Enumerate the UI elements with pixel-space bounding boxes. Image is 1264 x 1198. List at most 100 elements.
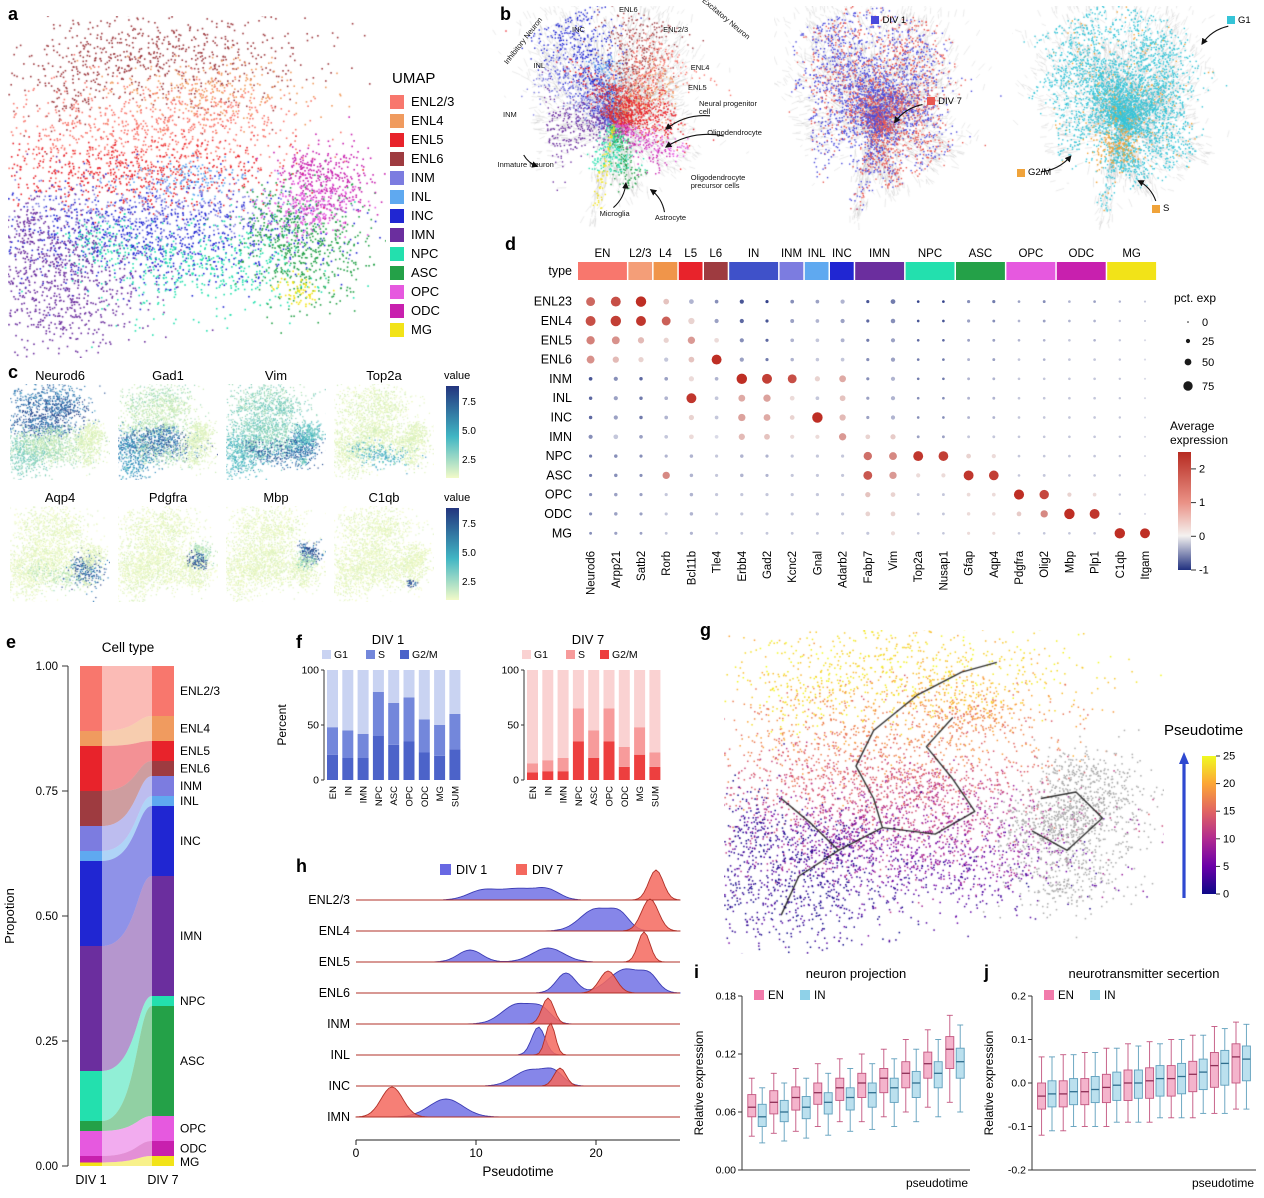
gene-axis-label: Gnal [812, 551, 824, 575]
graph-annotation: INC [572, 25, 585, 35]
legend-swatch [390, 284, 404, 299]
gene-axis-label: Plp1 [1090, 551, 1102, 574]
boxplot-ytick: -0.2 [1008, 1165, 1026, 1177]
legend-swatch [390, 132, 404, 147]
dotplot-row-label: ODC [544, 507, 572, 521]
legend-swatch [390, 303, 404, 318]
cycle-xtick: MG [435, 786, 446, 801]
cycle-ytick: 50 [307, 720, 319, 732]
alluvial-celltype-label: ENL4 [180, 722, 210, 736]
ridge-row-label: INM [327, 1017, 350, 1031]
feature-plot-canvas [10, 384, 110, 480]
graph-annotation: Inmature Neuron [497, 159, 554, 169]
feature-plot-canvas [118, 506, 218, 602]
umap-legend-items: ENL2/3 ENL4 ENL5 ENL6 INM INL INC IMN NPC ASC OPC O… [390, 92, 454, 339]
legend-swatch [390, 113, 404, 128]
legend-label: DIV 7 [938, 95, 962, 107]
feature-plot-title: Vim [264, 368, 288, 383]
feature-plot-title: Neurod6 [35, 368, 85, 383]
type-group-label: IMN [869, 248, 890, 260]
cycle-xtick: NPC [374, 786, 385, 806]
legend-swatch [871, 16, 880, 25]
dotplot-row-label: INC [550, 411, 572, 425]
boxplot-legend-swatch [1090, 990, 1100, 1000]
boxplot-ytick: 0.1 [1011, 1034, 1026, 1046]
value-colorbar [446, 386, 459, 478]
gene-axis-label: Adarb2 [838, 551, 850, 588]
inline-legend-chip: DIV 7 [927, 96, 962, 107]
umap-celltype-canvas [8, 16, 386, 358]
ridge-legend-label: DIV 1 [456, 863, 487, 877]
boxplot-ytick: 0.0 [1011, 1078, 1026, 1090]
umap-legend-item: OPC [390, 282, 454, 301]
graph-annotation: Neural progenitor cell [699, 99, 757, 117]
cycle-xtick: OPC [405, 786, 416, 807]
cycle-legend-swatch [566, 650, 575, 659]
type-group-label: IN [748, 248, 760, 260]
feature-plot-canvas [118, 384, 218, 480]
boxplot-ytick: 0.00 [716, 1165, 737, 1177]
legend-swatch [390, 208, 404, 223]
graph-annotation: ENL6 [618, 5, 638, 14]
boxplot-ytick: 0.06 [716, 1107, 737, 1119]
boxplot-legend-label: EN [1058, 990, 1074, 1002]
type-group-label: INM [781, 248, 802, 260]
panel-b: b Inhibitory Neuron INC INL INM ENL6 ENL2/3 Ex… [478, 0, 1264, 234]
legend-swatch [390, 94, 404, 109]
alluvial-ytick: 0.75 [36, 786, 58, 798]
ridge-row-label: ENL6 [319, 986, 350, 1000]
cycle-xtick: IN [543, 786, 554, 796]
legend-label: G1 [1238, 14, 1251, 26]
cycle-legend-swatch [366, 650, 375, 659]
expr-colorbar [1178, 452, 1191, 570]
ridge-legend-swatch [516, 864, 527, 875]
legend-label: G2/M [1028, 167, 1052, 179]
alluvial-celltype-label: ODC [180, 1142, 207, 1156]
ridge-row-label: INL [331, 1048, 351, 1062]
value-colorbar-tick: 7.5 [462, 396, 476, 408]
legend-label: ASC [411, 265, 438, 280]
ridge-row-label: ENL2/3 [308, 893, 350, 907]
dotplot-row-label: ENL23 [534, 295, 572, 309]
cycle-xtick: IMN [359, 786, 370, 804]
type-group-block [956, 262, 1005, 280]
cycle-xtick: IMN [559, 786, 570, 804]
panel-h-label: h [296, 856, 307, 876]
cycle-xtick: OPC [605, 786, 616, 807]
legend-label: ENL6 [411, 151, 444, 166]
gene-axis-label: Fabp7 [863, 551, 875, 584]
inline-legend-chip: G1 [1227, 15, 1251, 26]
pct-legend-tick: 50 [1202, 357, 1214, 369]
cycle-ylabel: Percent [275, 704, 289, 746]
type-group-block [578, 262, 627, 280]
expr-colorbar-tick: 0 [1199, 531, 1205, 543]
gene-axis-label: Satb2 [636, 551, 648, 581]
panel-j-label: j [984, 962, 990, 982]
type-axis-label: type [548, 264, 572, 278]
panel-g-label: g [700, 620, 711, 640]
type-group-block [905, 262, 955, 280]
cycle-xtick: EN [528, 786, 539, 799]
type-group-block [779, 262, 804, 280]
panel-d-label: d [505, 234, 516, 254]
gene-axis-label: Neurod6 [586, 551, 598, 595]
inline-legend-chip: DIV 1 [871, 15, 906, 26]
legend-swatch [390, 322, 404, 337]
umap-legend-title: UMAP [392, 70, 436, 87]
expr-legend-title: Average [1170, 419, 1215, 433]
pct-legend-tick: 0 [1202, 317, 1208, 329]
cycle-xtick: NPC [574, 786, 585, 806]
cycle-xtick: ASC [389, 786, 400, 806]
boxplot-legend-swatch [800, 990, 810, 1000]
cycle-legend-label: G2/M [612, 649, 638, 661]
boxplot-ytick: -0.1 [1008, 1121, 1026, 1133]
legend-label: ODC [411, 303, 440, 318]
expr-colorbar-tick: 1 [1199, 497, 1205, 509]
expr-colorbar-tick: -1 [1199, 565, 1209, 577]
feature-plot-title: Top2a [366, 368, 402, 383]
pseudotime-arrowhead [1179, 752, 1189, 764]
gene-axis-label: Nusap1 [938, 551, 950, 591]
type-group-label: L4 [659, 248, 672, 260]
feature-plot-canvas [226, 506, 326, 602]
umap-legend-item: ODC [390, 301, 454, 320]
